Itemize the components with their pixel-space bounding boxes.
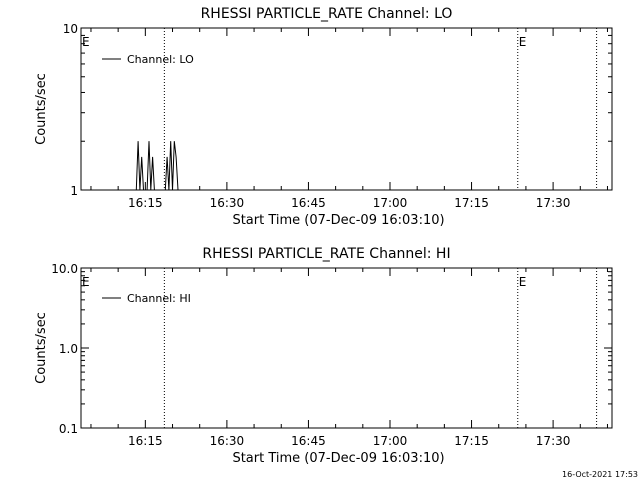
x-axis-label: Start Time (07-Dec-09 16:03:10) [232,451,444,466]
x-tick-label: 17:30 [536,196,571,210]
x-tick-label: 16:30 [210,196,245,210]
plot-frame [80,27,613,191]
x-tick-label: 17:15 [454,434,489,448]
x-tick-label: 16:15 [128,196,163,210]
footer-timestamp: 16-Oct-2021 17:53 [562,470,638,479]
x-axis-label: Start Time (07-Dec-09 16:03:10) [232,213,444,228]
series-line [135,141,179,191]
y-axis-label: Counts/sec [34,312,49,384]
event-marker-label: E [519,275,527,289]
x-tick-label: 17:15 [454,196,489,210]
legend-label: Channel: HI [127,292,191,305]
x-tick-label: 17:00 [373,196,408,210]
x-tick-label: 16:15 [128,434,163,448]
y-axis-label: Counts/sec [34,73,49,145]
y-tick-label: 10.0 [51,262,78,276]
event-marker-label: E [82,35,90,49]
legend-label: Channel: LO [127,53,194,66]
y-tick-label: 1.0 [59,342,78,356]
chart-title: RHESSI PARTICLE_RATE Channel: LO [201,6,453,22]
x-tick-label: 17:30 [536,434,571,448]
y-tick-label: 0.1 [59,422,78,436]
y-tick-label: 10 [63,22,78,36]
event-marker-label: E [519,35,527,49]
event-marker-label: E [82,275,90,289]
x-tick-label: 16:45 [291,434,326,448]
y-tick-label: 1 [70,184,78,198]
x-tick-label: 16:30 [210,434,245,448]
x-tick-label: 17:00 [373,434,408,448]
chart-title: RHESSI PARTICLE_RATE Channel: HI [202,246,450,262]
x-tick-label: 16:45 [291,196,326,210]
